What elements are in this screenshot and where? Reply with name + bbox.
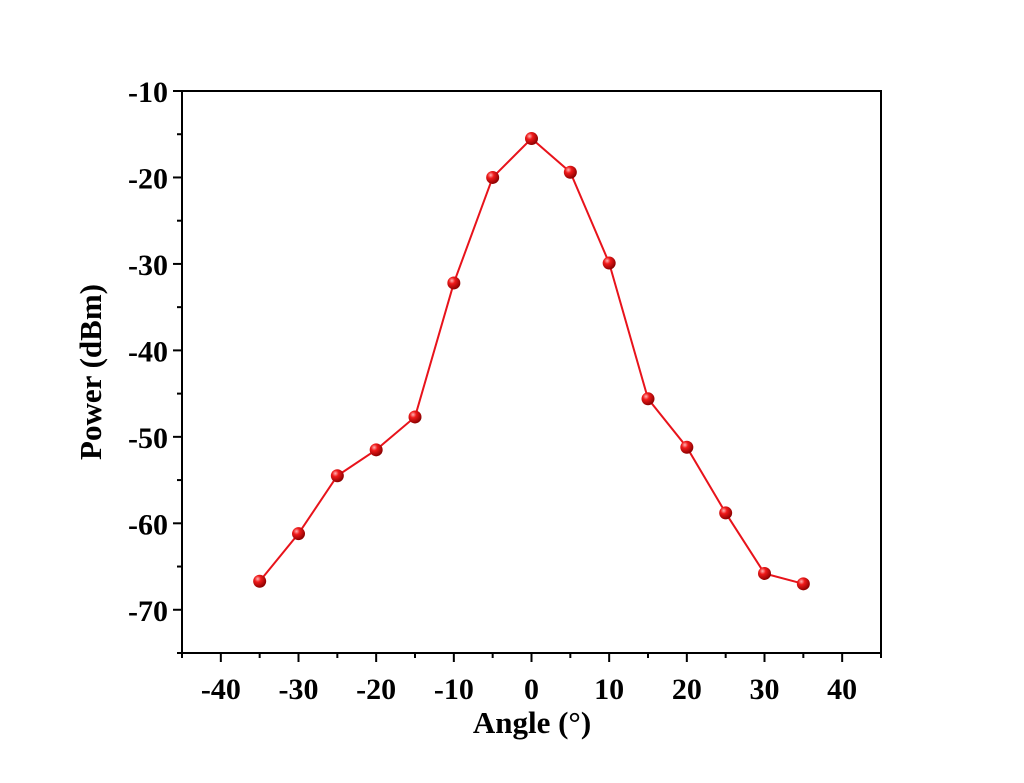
x-tick-label: 0 (524, 673, 539, 706)
data-point (330, 469, 344, 483)
y-tick-label: -30 (128, 249, 168, 282)
data-point (447, 276, 461, 290)
data-point (758, 566, 771, 580)
y-tick-labels: -10 -20 -30 -40 -50 -60 -70 (128, 76, 168, 628)
x-axis-title: Angle (°) (473, 705, 591, 740)
x-tick-label: -40 (201, 673, 241, 706)
x-tick-label: -30 (279, 673, 319, 706)
data-point (525, 132, 538, 146)
data-point (602, 256, 616, 270)
x-tick-labels: -40 -30 -20 -10 0 10 20 30 40 (201, 673, 857, 706)
y-tick-label: -50 (128, 422, 168, 455)
data-point (719, 506, 733, 520)
x-tick-label: 10 (594, 673, 624, 706)
data-point (680, 440, 694, 454)
data-point (486, 170, 500, 184)
x-tick-label: 30 (750, 673, 780, 706)
data-point (369, 443, 383, 457)
data-point (408, 410, 422, 424)
x-tick-label: -20 (356, 673, 396, 706)
y-axis-title: Power (dBm) (73, 284, 108, 460)
axis-ticks (173, 90, 882, 662)
data-point (563, 165, 577, 179)
y-tick-label: -40 (128, 335, 168, 368)
x-tick-label: -10 (434, 673, 474, 706)
x-tick-label: 40 (827, 673, 857, 706)
data-markers (253, 132, 810, 591)
data-point (641, 392, 655, 406)
y-tick-label: -70 (128, 595, 168, 628)
data-point (253, 574, 267, 588)
y-tick-label: -20 (128, 162, 168, 195)
y-tick-label: -10 (128, 76, 168, 109)
data-point (796, 577, 810, 591)
data-point (292, 527, 305, 541)
y-tick-label: -60 (128, 508, 168, 541)
plot-frame (181, 90, 882, 654)
x-tick-label: 20 (672, 673, 702, 706)
